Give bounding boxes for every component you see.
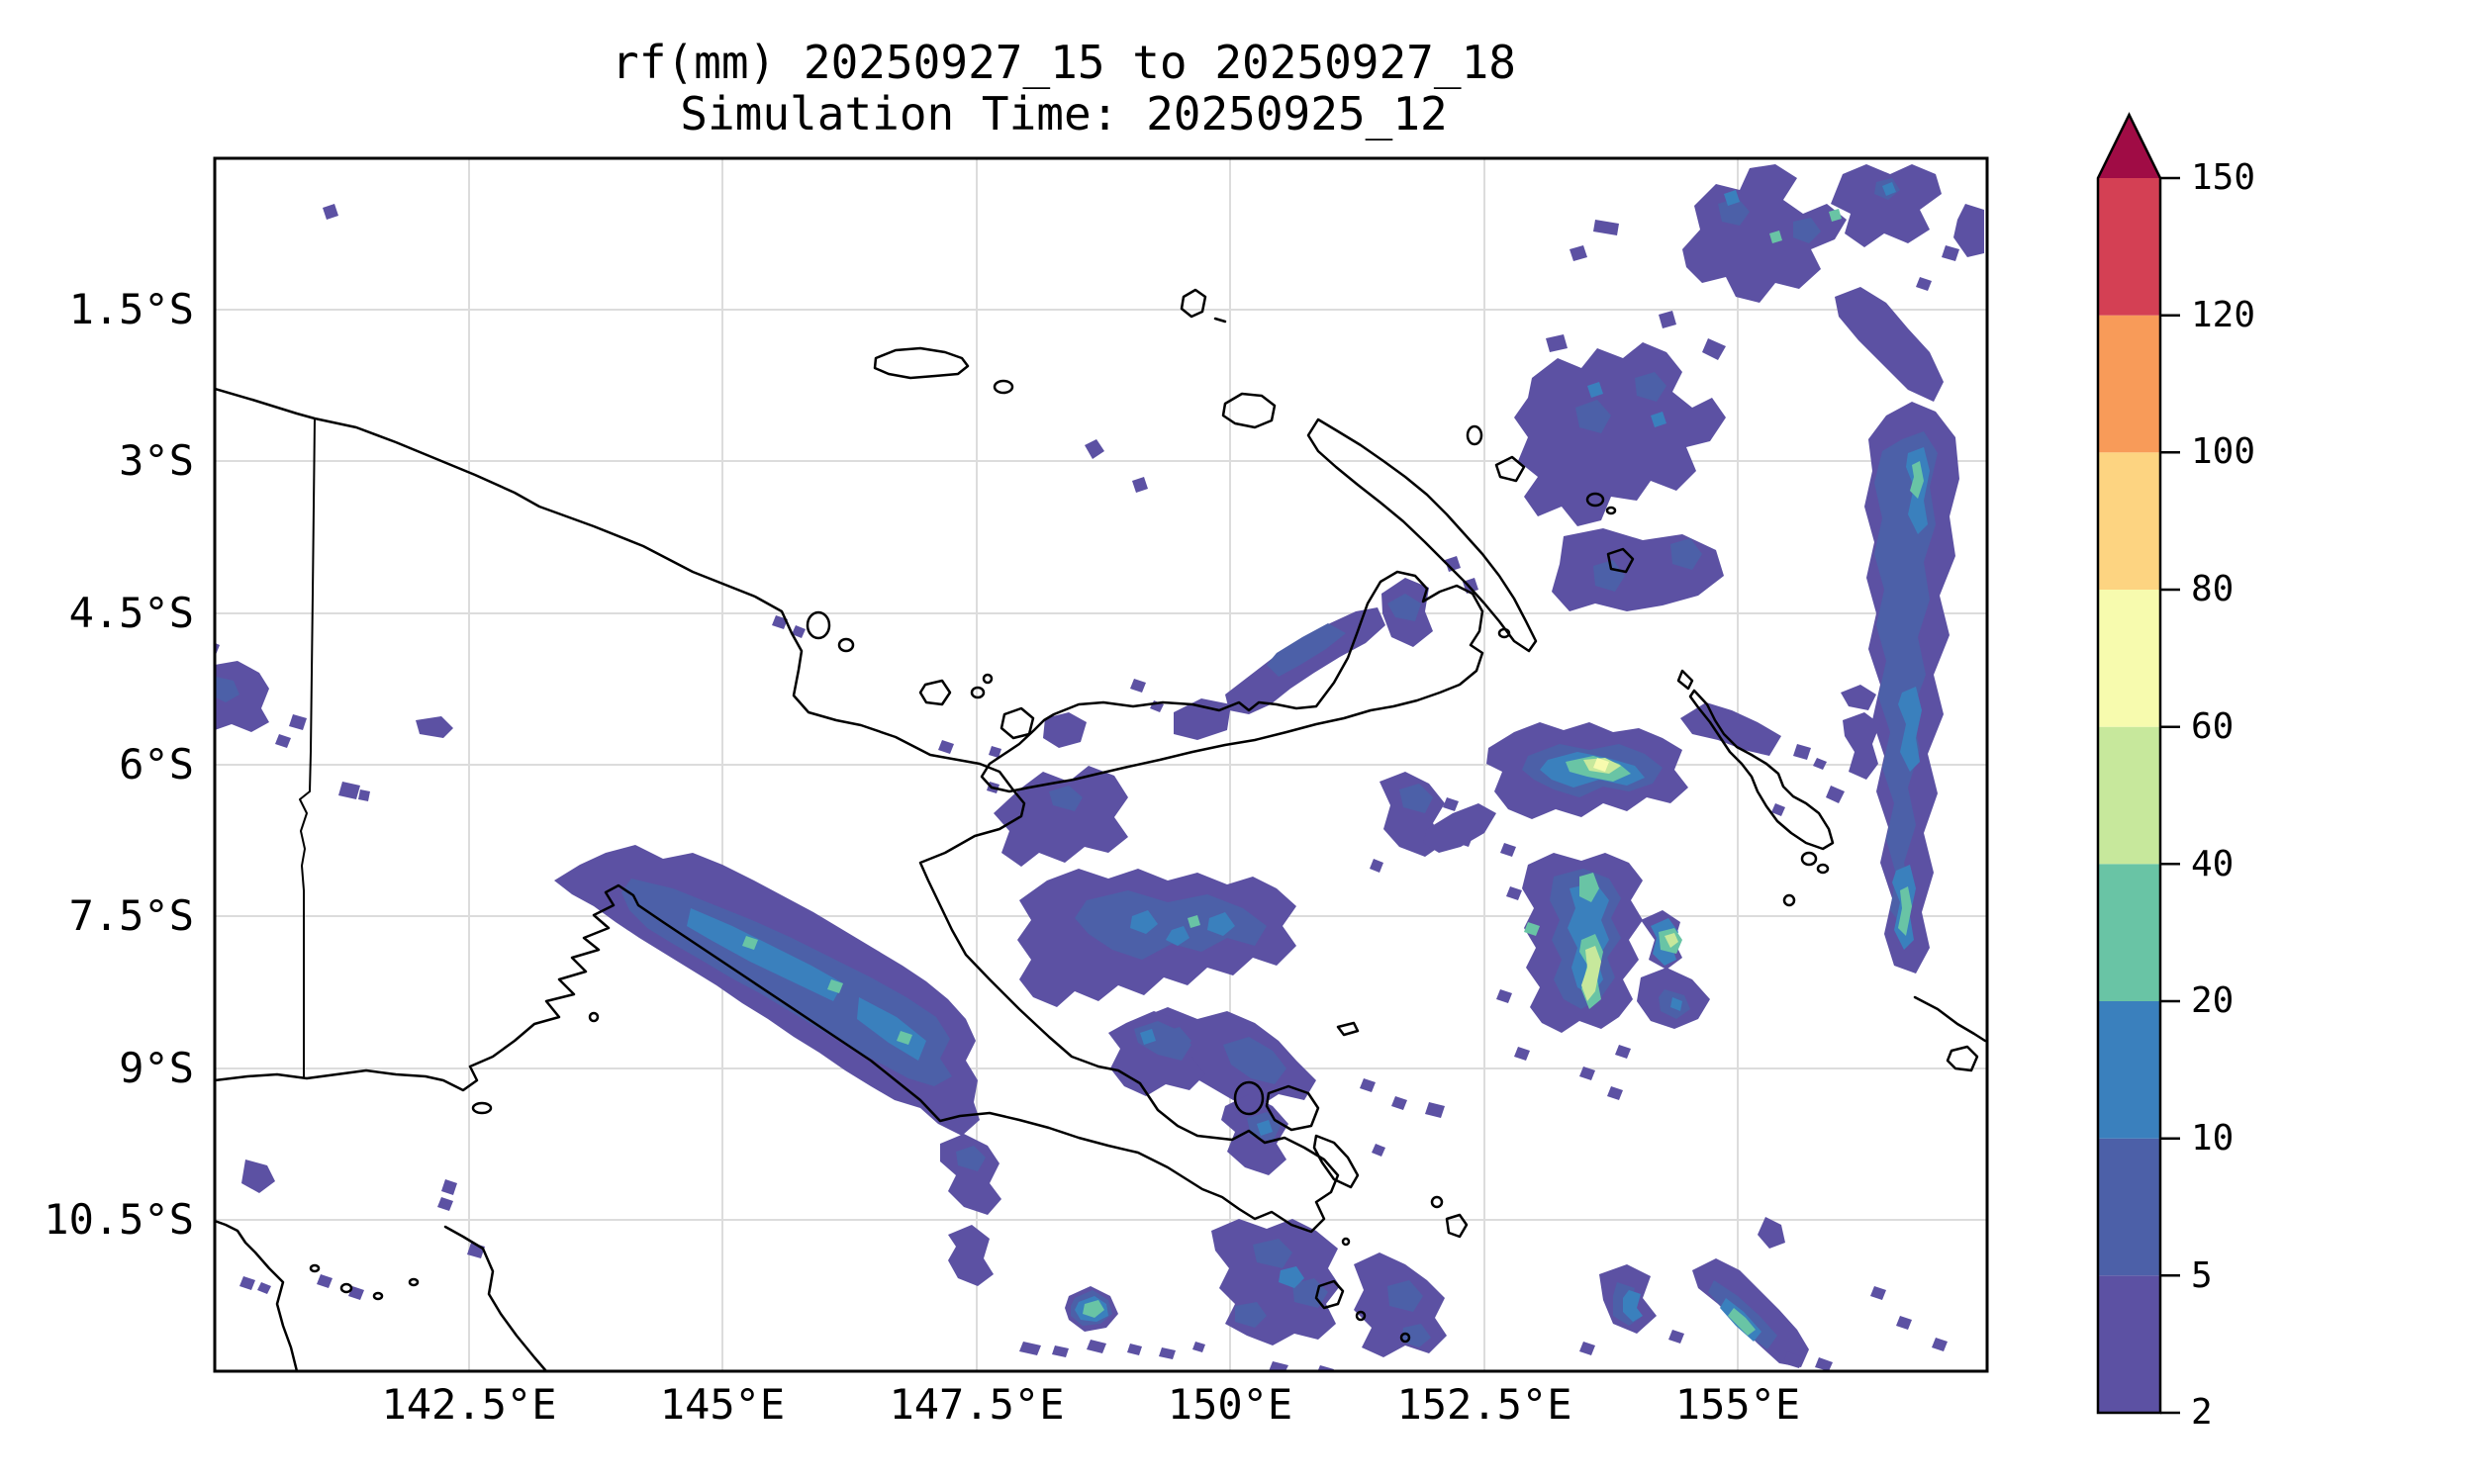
rain-contours-2-5mm [215, 164, 1984, 1371]
plot-frame [213, 156, 1989, 1373]
coastline-choiseul [1913, 995, 1987, 1043]
rain-contours-60-80mm [1593, 758, 1609, 772]
coastline-long-island [918, 679, 952, 706]
lat-tick-6s: 6°S [119, 740, 194, 788]
coastline-goodenough [1233, 1080, 1265, 1116]
rain-contours-10-20mm [687, 182, 1930, 1342]
coastline-new-britain [980, 570, 1484, 793]
colorbar [2096, 112, 2180, 1415]
cbar-tick-100: 100 [2191, 431, 2256, 472]
cbar-tick-20: 20 [2191, 980, 2235, 1021]
coastline-normanby [1312, 1134, 1360, 1189]
lat-tick-1.5s: 1.5°S [68, 285, 194, 333]
lon-tick-150e: 150°E [1167, 1380, 1293, 1429]
coastlines [215, 288, 1987, 1371]
colorbar-extend-max-arrow [2098, 115, 2160, 178]
colorbar-outline [2096, 112, 2162, 1415]
cbar-tick-120: 120 [2191, 295, 2256, 335]
lon-tick-145e: 145°E [659, 1380, 786, 1429]
border-png-141e [299, 417, 316, 1077]
lat-tick-7.5s: 7.5°S [68, 891, 194, 940]
coastline-karkar [806, 610, 831, 640]
coastline-umboi [999, 706, 1035, 740]
gridlines [215, 158, 1987, 1371]
cbar-tick-60: 60 [2191, 706, 2235, 747]
cbar-tick-40: 40 [2191, 844, 2235, 884]
lat-tick-3s: 3°S [119, 436, 194, 485]
coastline-new-guinea [215, 387, 1340, 1234]
coastline-kiriwina [1336, 1021, 1360, 1037]
coastline-daru [471, 1101, 493, 1115]
coastline-new-hanover [1221, 392, 1277, 429]
cbar-tick-150: 150 [2191, 157, 2256, 198]
coastline-cape-york-east [443, 1225, 548, 1371]
lat-tick-4.5s: 4.5°S [68, 589, 194, 637]
chart-subtitle: Simulation Time: 20250925_12 [680, 87, 1448, 140]
cbar-tick-80: 80 [2191, 569, 2235, 609]
lon-tick-142.5e: 142.5°E [381, 1380, 557, 1429]
chart-title: rf(mm) 20250927_15 to 20250927_18 [612, 36, 1516, 89]
lat-tick-9s: 9°S [119, 1044, 194, 1092]
coastline-fergusson [1265, 1084, 1320, 1132]
coastline-bougainville [1688, 689, 1835, 851]
lat-tick-10.5s: 10.5°S [44, 1195, 194, 1244]
coastline-manus [873, 346, 970, 380]
cbar-tick-10: 10 [2191, 1118, 2235, 1159]
coastline-new-ireland [1306, 417, 1538, 653]
coastline-buka [1676, 669, 1694, 691]
lon-tick-147.5e: 147.5°E [889, 1380, 1065, 1429]
coastline-cape-york-west [215, 1219, 299, 1371]
cbar-tick-2: 2 [2191, 1392, 2213, 1433]
lon-tick-152.5e: 152.5°E [1396, 1380, 1572, 1429]
cbar-tick-5: 5 [2191, 1255, 2213, 1296]
lon-tick-155e: 155°E [1674, 1380, 1801, 1429]
coastline-mussau [1180, 288, 1207, 319]
colorbar-tick-marks [2160, 176, 2180, 1415]
